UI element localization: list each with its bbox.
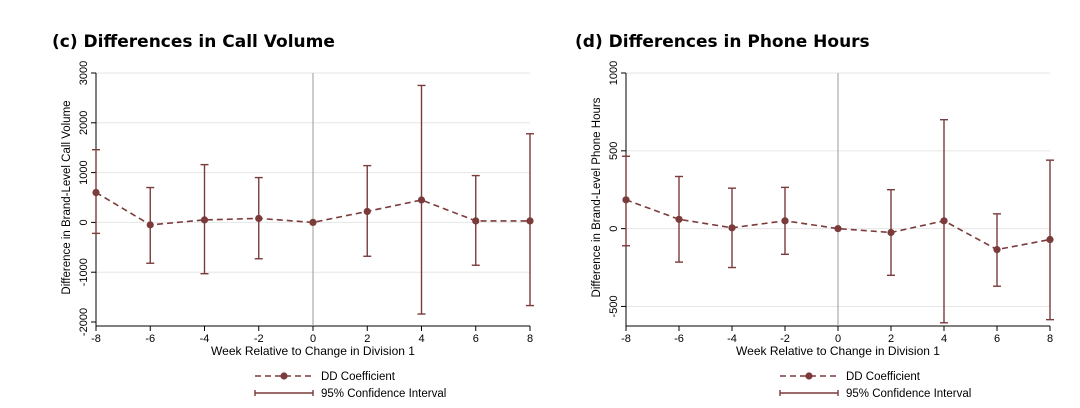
dd-coefficient-point (993, 246, 1001, 254)
dd-coefficient-point (255, 214, 263, 223)
x-tick-label: 6 (994, 333, 1000, 345)
y-axis-title: Difference in Brand-Level Phone Hours (591, 97, 603, 297)
y-tick-label: -1000 (78, 258, 90, 286)
x-tick-label: -2 (780, 333, 790, 345)
x-axis-title: Week Relative to Change in Division 1 (211, 344, 415, 358)
x-tick-label: -8 (621, 333, 631, 345)
chart-svg-phone-hours: -500 0 500 1000 -8 -6 -4 -2 0 2 4 6 8 Week Relative t… (591, 61, 1054, 400)
dd-coefficient-point (622, 196, 630, 204)
y-tick-label: 0 (608, 226, 620, 232)
dd-coefficient-point (146, 221, 154, 229)
chart-title: (d) Differences in Phone Hours (575, 32, 870, 52)
dd-coefficient-point (200, 216, 209, 224)
x-tick-label: 2 (888, 333, 894, 345)
dd-coefficient-point (92, 188, 100, 197)
y-tick-label: 500 (608, 142, 620, 160)
legend-ci-label: 95% Confidence Interval (846, 388, 971, 400)
x-tick-label: 6 (473, 333, 479, 345)
legend-dd-marker (280, 372, 288, 380)
chart-svg-call-volume: -2000 -1000 0 1000 2000 3000 -8 -6 -4 -2 0 2 4 6 8 Week… (61, 61, 534, 400)
x-tick-label: 4 (941, 333, 947, 345)
x-tick-label: 8 (1047, 333, 1053, 345)
x-tick-label: 8 (527, 333, 533, 345)
chart-panel-call-volume: (c) Differences in Call Volume -2000 -100… (52, 32, 534, 400)
x-tick-label: 2 (364, 333, 370, 345)
y-tick-label: 3000 (78, 61, 90, 85)
x-tick-label: -6 (145, 333, 155, 345)
x-tick-label: 0 (835, 333, 841, 345)
chart-panel-phone-hours: (d) Differences in Phone Hours -500 0 500 1… (540, 0, 1080, 408)
dd-coefficient-line (625, 199, 1051, 251)
y-tick-label: 0 (78, 219, 90, 225)
legend-ci-label: 95% Confidence Interval (321, 388, 446, 400)
x-tick-label: -4 (727, 333, 737, 345)
dd-coefficient-point (940, 217, 948, 225)
dd-coefficient-point (472, 217, 480, 225)
legend-dd-marker (805, 372, 813, 380)
x-axis-title: Week Relative to Change in Division 1 (736, 344, 940, 358)
y-tick-label: -2000 (78, 308, 90, 336)
dd-coefficient-point (417, 196, 426, 204)
x-tick-label: 0 (310, 333, 316, 345)
dd-coefficient-point (781, 217, 789, 225)
dd-coefficient-point (526, 217, 534, 225)
chart-title: (c) Differences in Call Volume (52, 32, 335, 52)
x-tick-label: -6 (674, 333, 684, 345)
y-tick-label: 2000 (78, 111, 90, 135)
y-tick-label: -500 (608, 295, 620, 317)
dd-coefficient-point (887, 228, 895, 237)
dd-coefficient-point (363, 207, 371, 216)
dd-coefficient-point (728, 224, 736, 232)
y-tick-label: 1000 (78, 160, 90, 184)
legend-dd-label: DD Coefficient (321, 371, 396, 383)
y-tick-label: 1000 (608, 61, 620, 85)
y-axis-title: Difference in Brand-Level Call Volume (61, 100, 73, 294)
x-tick-label: -4 (200, 333, 210, 345)
dd-coefficient-point (309, 218, 317, 226)
legend-dd-label: DD Coefficient (846, 371, 921, 383)
dd-coefficient-point (1046, 235, 1054, 244)
dd-coefficient-point (834, 225, 842, 233)
x-tick-label: 4 (418, 333, 424, 345)
x-tick-label: -2 (254, 333, 264, 345)
dd-coefficient-line (95, 191, 530, 226)
x-tick-label: -8 (91, 333, 101, 345)
dd-coefficient-point (675, 215, 683, 223)
